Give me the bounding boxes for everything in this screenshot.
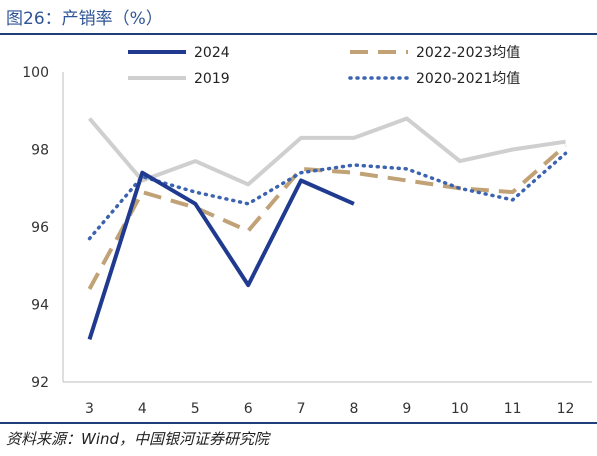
- x-tick-label: 11: [504, 401, 522, 417]
- legend-label: 2022-2023均值: [416, 45, 520, 61]
- axes: 92 94 96 98 100 3 4 5 6 7 8 9 10 11 12: [22, 65, 592, 417]
- x-tick-label: 9: [402, 401, 411, 417]
- legend-label: 2024: [194, 45, 230, 61]
- x-tick-label: 7: [297, 401, 306, 417]
- legend-label: 2020-2021均值: [416, 71, 520, 87]
- y-tick-label: 98: [31, 143, 49, 159]
- x-tick-label: 5: [191, 401, 200, 417]
- series-lines: [90, 119, 566, 340]
- legend: 2024 2022-2023均值 2019 2020-2021均值: [128, 45, 520, 87]
- y-tick-label: 92: [31, 375, 49, 391]
- x-tick-label: 3: [85, 401, 94, 417]
- y-tick-label: 100: [22, 65, 49, 81]
- source-note: 资料来源：Wind，中国银河证券研究院: [6, 428, 269, 449]
- series-line-2: [90, 119, 566, 185]
- x-tick-label: 10: [451, 401, 469, 417]
- x-tick-label: 8: [349, 401, 358, 417]
- x-tick-label: 6: [244, 401, 253, 417]
- legend-label: 2019: [194, 71, 230, 87]
- y-tick-label: 96: [31, 220, 49, 236]
- series-line-1: [90, 146, 566, 289]
- y-tick-label: 94: [31, 298, 49, 314]
- x-tick-label: 4: [138, 401, 147, 417]
- x-tick-label: 12: [557, 401, 575, 417]
- bottom-divider: [0, 422, 597, 424]
